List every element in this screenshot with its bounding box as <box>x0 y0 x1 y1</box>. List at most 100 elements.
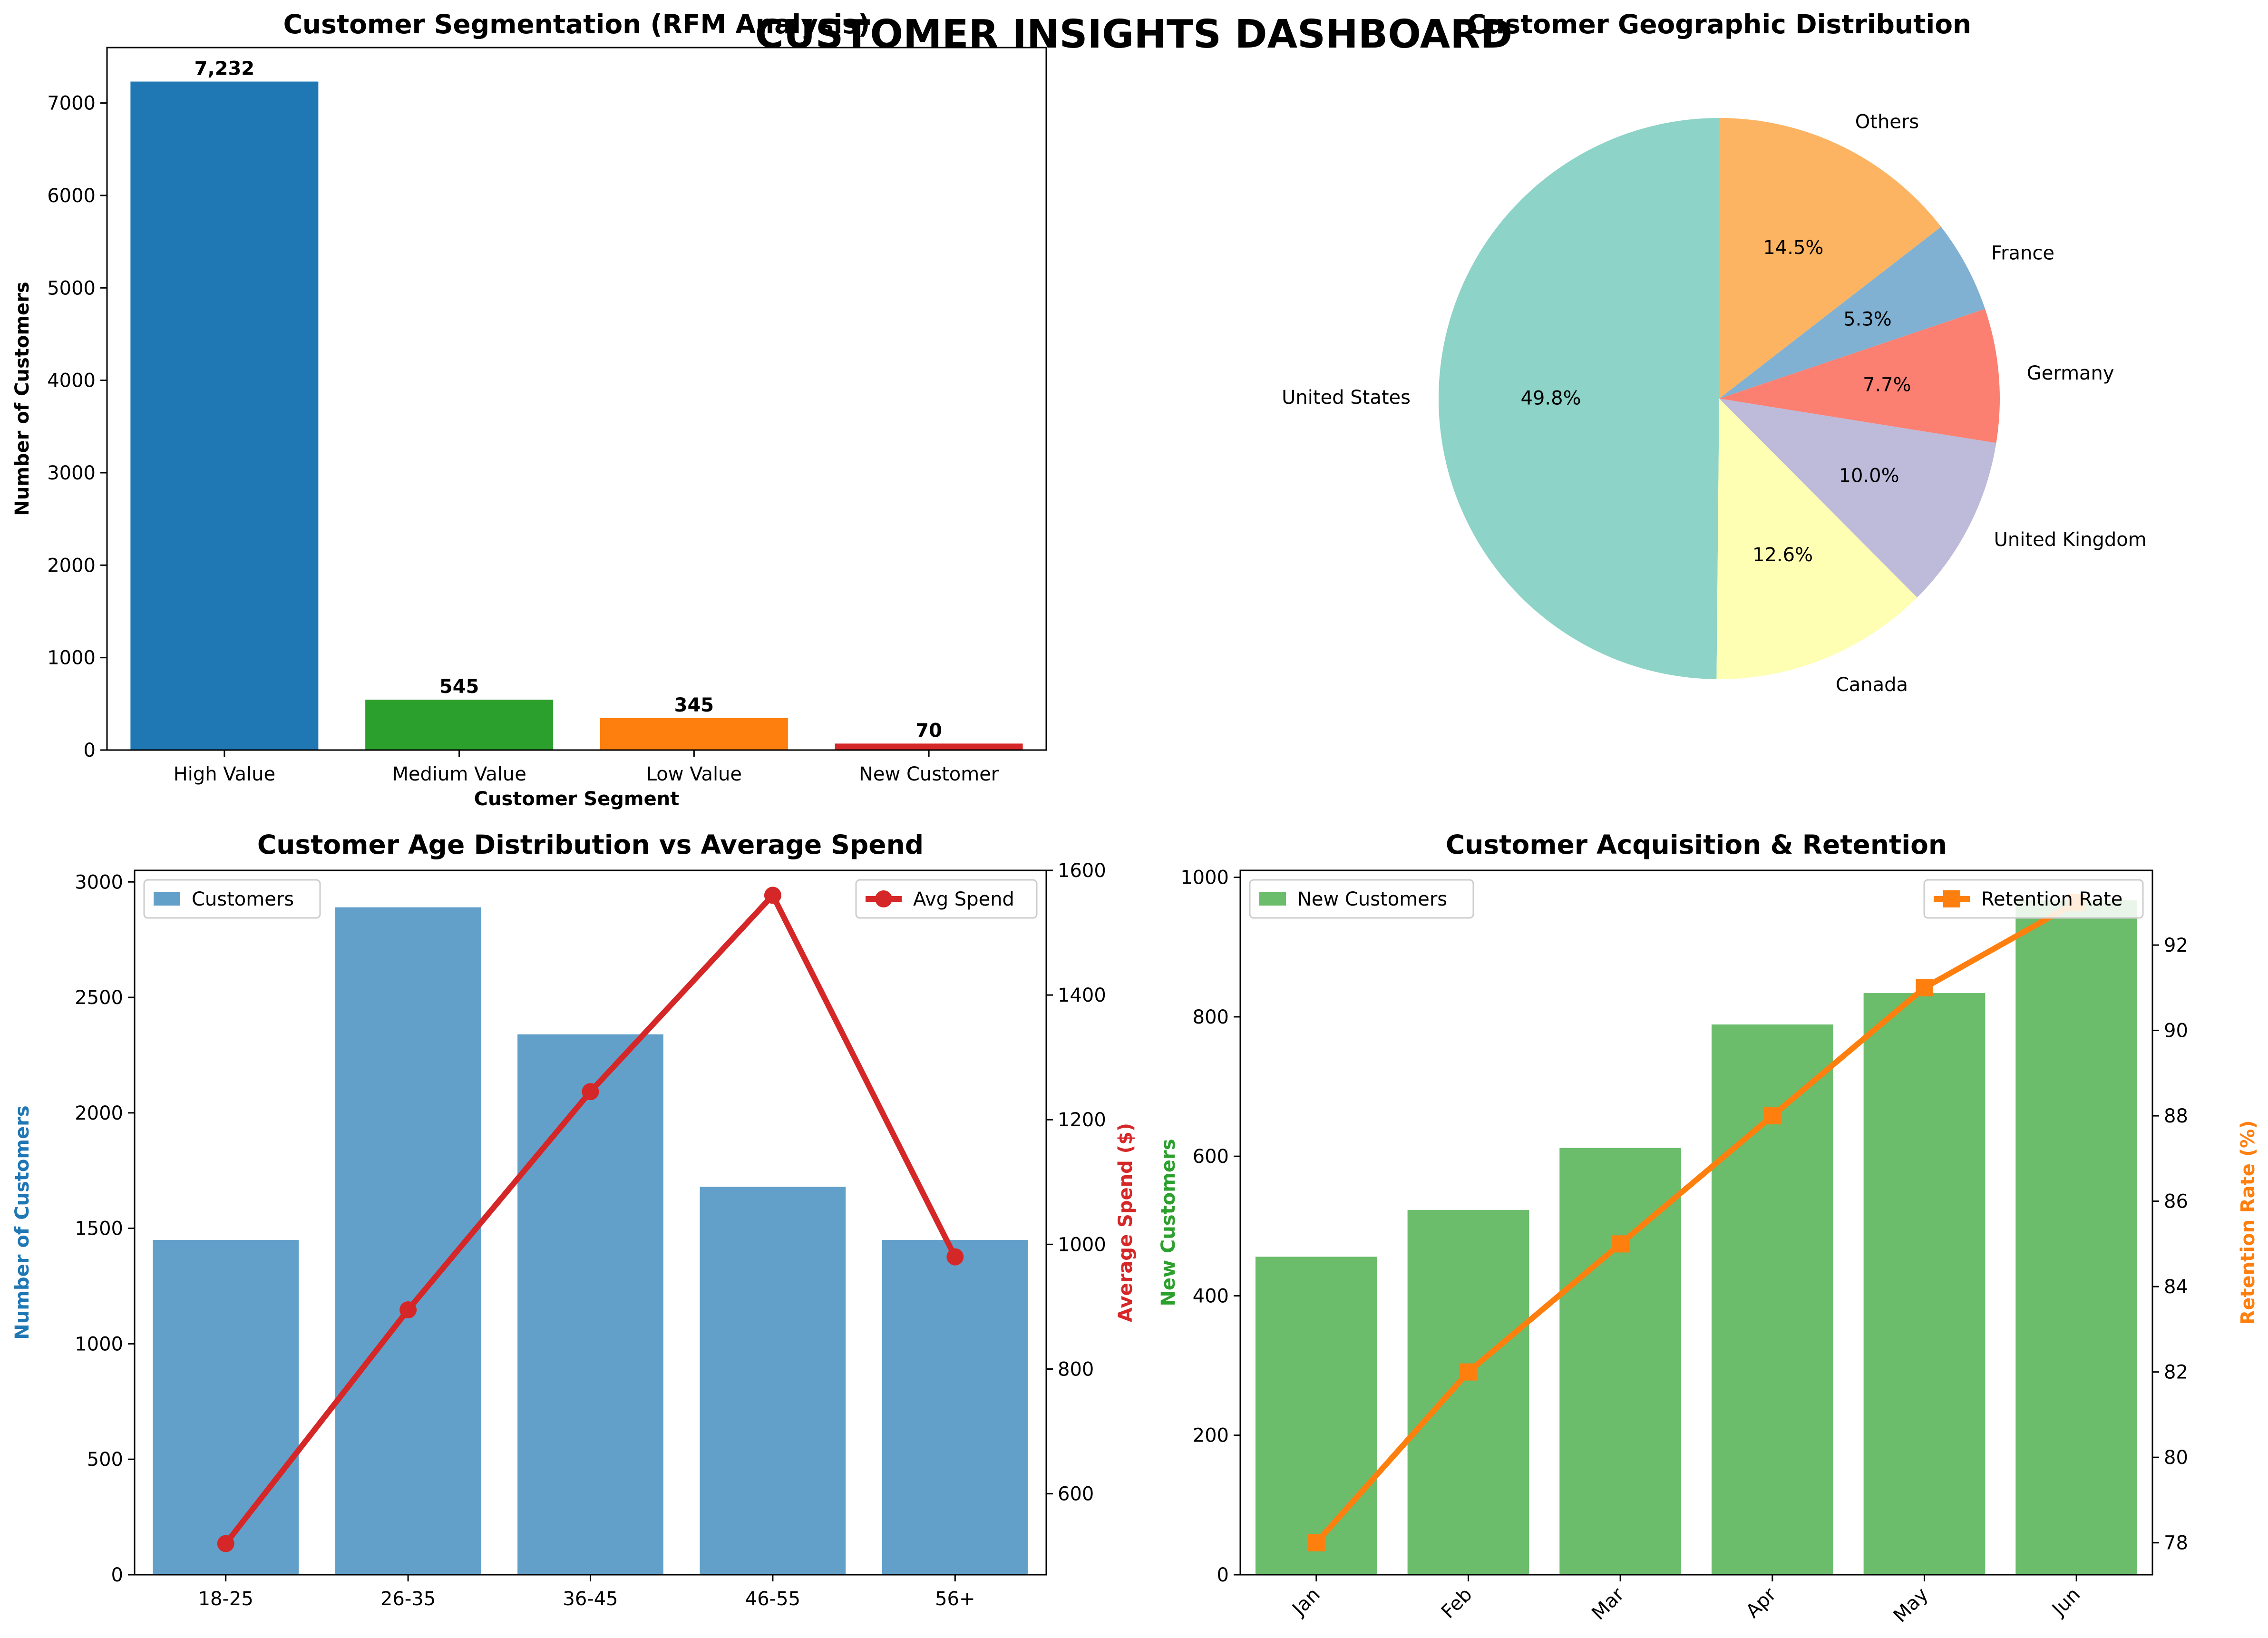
line-point <box>1460 1363 1477 1381</box>
bar <box>835 743 1023 750</box>
bar <box>882 1239 1028 1575</box>
x-tick-label: Medium Value <box>392 763 526 785</box>
x-tick-label: 36-45 <box>563 1588 618 1610</box>
segmentation-chart: 0 1000 2000 3000 4000 5000 6000 7000 7,232 High V… <box>11 9 1047 810</box>
pie-category-label: United States <box>1282 387 1411 409</box>
legend-label: New Customers <box>1297 888 1447 910</box>
y-tick-label: 0 <box>111 1564 123 1586</box>
bar-value-label: 545 <box>439 676 479 698</box>
y-tick-label: 1000 <box>1180 867 1229 889</box>
chart-title: Customer Acquisition & Retention <box>1446 829 1947 860</box>
chart-title: Customer Geographic Distribution <box>1467 9 1971 39</box>
pie-percent-label: 12.6% <box>1752 544 1813 566</box>
pie-category-label: United Kingdom <box>1994 529 2147 551</box>
pie-slice <box>1719 118 1941 399</box>
pie-category-label: Others <box>1855 111 1919 133</box>
dashboard-title: CUSTOMER INSIGHTS DASHBOARD <box>755 12 1513 57</box>
y2-tick-label: 800 <box>1058 1358 1094 1380</box>
line-point <box>1612 1235 1629 1253</box>
y-tick-label: 500 <box>87 1449 123 1471</box>
pie-percent-label: 7.7% <box>1863 374 1911 396</box>
chart-title: Customer Age Distribution vs Average Spe… <box>257 829 924 860</box>
y2-tick-label: 1000 <box>1058 1234 1106 1256</box>
y2-tick-label: 80 <box>2164 1447 2188 1469</box>
pie-percent-label: 5.3% <box>1843 309 1892 331</box>
bar <box>1863 993 1986 1575</box>
y-tick-label: 5000 <box>47 277 96 299</box>
y-tick-label: 2000 <box>47 555 96 576</box>
plot-frame <box>106 47 1047 751</box>
pie-category-label: Germany <box>2027 362 2114 384</box>
y2-tick-label: 92 <box>2164 935 2188 956</box>
legend-box <box>1249 879 1474 919</box>
x-tick-label: 46-55 <box>745 1588 800 1610</box>
bar-value-label: 70 <box>915 720 942 741</box>
line-series <box>1314 900 2078 1545</box>
line-point <box>399 1301 417 1318</box>
age-spend-chart: 0 500 1000 1500 2000 2500 3000 600 800 1000 1200 14… <box>11 829 1137 1610</box>
line-point <box>764 887 781 904</box>
line-point <box>946 1248 964 1266</box>
pie-slice <box>1719 309 2000 443</box>
bar <box>2015 900 2138 1575</box>
bar <box>1711 1024 1833 1575</box>
y-tick-label: 400 <box>1193 1285 1229 1307</box>
y-tick-label: 0 <box>84 740 96 761</box>
x-axis-label: Customer Segment <box>474 788 680 810</box>
y2-tick-label: 82 <box>2164 1362 2188 1384</box>
legend-box <box>855 879 1038 919</box>
legend-marker <box>1943 890 1960 907</box>
y2-axis-label: Retention Rate (%) <box>2237 1121 2259 1325</box>
y-tick-label: 200 <box>1193 1425 1229 1447</box>
bar <box>1559 1148 1682 1575</box>
y2-tick-label: 600 <box>1058 1483 1094 1505</box>
pie-slice <box>1719 226 1986 399</box>
bar-value-label: 7,232 <box>195 58 255 80</box>
y-tick-label: 6000 <box>47 185 96 207</box>
y-tick-label: 4000 <box>47 370 96 392</box>
plot-frame <box>134 869 1047 1576</box>
x-tick-label: 18-25 <box>198 1588 253 1610</box>
geo-pie-chart: 49.8% United States 12.6% Canada 10.0% United… <box>1282 9 2147 696</box>
y2-tick-label: 90 <box>2164 1020 2188 1042</box>
plot-frame <box>1239 869 2153 1576</box>
y-tick-label: 7000 <box>47 93 96 115</box>
y-tick-label: 2000 <box>75 1102 123 1124</box>
bar <box>1255 1257 1377 1575</box>
y-axis-label: New Customers <box>1158 1139 1179 1306</box>
chart-title: Customer Segmentation (RFM Analysis) <box>283 9 870 39</box>
x-tick-label: 26-35 <box>380 1588 436 1610</box>
legend-label: Retention Rate <box>1981 888 2122 910</box>
bar <box>365 700 554 750</box>
bar <box>700 1187 846 1575</box>
legend-swatch <box>154 892 180 906</box>
y-tick-label: 3000 <box>47 462 96 484</box>
line-point <box>217 1535 234 1552</box>
bar-value-label: 345 <box>674 694 714 716</box>
y2-tick-label: 1600 <box>1058 860 1106 882</box>
y2-tick-label: 84 <box>2164 1276 2188 1298</box>
y2-tick-label: 86 <box>2164 1191 2188 1213</box>
y-tick-label: 2500 <box>75 987 123 1009</box>
line-point <box>1307 1534 1325 1551</box>
y-tick-label: 800 <box>1193 1006 1229 1028</box>
line-point <box>582 1083 599 1101</box>
x-tick-label: New Customer <box>859 763 999 785</box>
legend-box <box>143 879 321 919</box>
pie-percent-label: 14.5% <box>1763 237 1823 259</box>
y-tick-label: 1500 <box>75 1218 123 1240</box>
x-tick-label: Low Value <box>646 763 742 785</box>
pie-percent-label: 49.8% <box>1520 387 1581 409</box>
y-axis-label: Number of Customers <box>11 282 33 516</box>
bar <box>130 81 319 750</box>
bar <box>335 907 481 1575</box>
pie-slice <box>1439 118 1719 679</box>
pie-slice <box>1719 399 1996 598</box>
y2-tick-label: 88 <box>2164 1105 2188 1127</box>
y2-tick-label: 1200 <box>1058 1109 1106 1131</box>
line-point <box>1916 979 1933 996</box>
legend-swatch <box>1259 892 1286 906</box>
bar <box>600 718 788 750</box>
